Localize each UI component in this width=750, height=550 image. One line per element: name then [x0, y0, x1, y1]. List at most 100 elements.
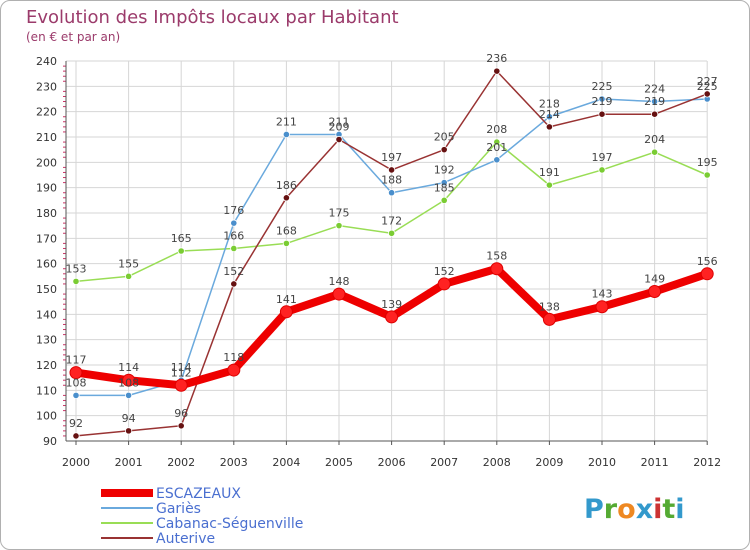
data-label: 138 — [539, 300, 560, 313]
data-point — [385, 310, 399, 324]
y-tick-label: 220 — [36, 106, 57, 119]
data-point — [598, 166, 606, 174]
data-label: 172 — [381, 214, 402, 227]
data-point — [335, 135, 343, 144]
x-tick-label: 2001 — [115, 456, 143, 469]
legend-item: Auterive — [101, 531, 215, 547]
data-label: 191 — [539, 166, 560, 179]
x-tick-label: 2007 — [430, 456, 458, 469]
data-point — [72, 391, 80, 399]
data-label: 188 — [381, 174, 402, 187]
data-label: 195 — [697, 156, 718, 169]
data-point — [177, 422, 185, 430]
data-label: 176 — [223, 204, 244, 217]
data-point — [72, 277, 80, 285]
data-point — [440, 146, 448, 154]
data-label: 96 — [174, 407, 188, 420]
data-point — [648, 285, 662, 299]
data-label: 211 — [329, 115, 350, 128]
data-label: 118 — [223, 351, 244, 364]
data-point — [440, 196, 448, 204]
data-point — [703, 171, 711, 179]
data-label: 175 — [329, 207, 350, 220]
data-label: 224 — [644, 83, 665, 96]
data-point — [437, 277, 451, 291]
data-point — [440, 179, 448, 187]
data-point — [703, 90, 711, 98]
data-label: 186 — [276, 179, 297, 192]
logo-letter: r — [604, 494, 618, 525]
data-label: 214 — [539, 108, 560, 121]
data-point — [282, 130, 290, 139]
data-point — [545, 123, 554, 131]
chart-title: Evolution des Impôts locaux par Habitant — [26, 7, 399, 28]
data-label: 92 — [69, 417, 83, 430]
x-tick-label: 2000 — [62, 456, 90, 469]
y-tick-label: 150 — [36, 283, 57, 296]
data-label: 117 — [66, 354, 87, 367]
data-point — [493, 156, 501, 164]
logo-letter: o — [617, 494, 636, 525]
x-tick-label: 2012 — [693, 456, 721, 469]
data-label: 112 — [171, 366, 192, 379]
data-label: 165 — [171, 232, 192, 245]
y-tick-label: 170 — [36, 232, 57, 245]
x-tick-label: 2006 — [378, 456, 406, 469]
data-label: 219 — [592, 95, 613, 108]
chart-subtitle: (en € et par an) — [26, 30, 120, 44]
data-point — [650, 97, 659, 106]
data-label: 141 — [276, 293, 297, 306]
data-label: 197 — [592, 151, 613, 164]
proxiti-logo: Proxiti — [584, 494, 685, 525]
data-point — [650, 148, 659, 156]
data-point — [490, 262, 504, 276]
data-point — [230, 219, 238, 227]
data-point — [227, 363, 241, 377]
data-label: 204 — [644, 133, 665, 146]
data-label: 225 — [697, 80, 718, 93]
data-label: 201 — [486, 141, 507, 154]
logo-letter: t — [662, 494, 675, 525]
data-label: 168 — [276, 224, 297, 237]
data-labels: 153 155 165 166 168 175 172 185 208 191 197 204 195 1… — [66, 52, 718, 430]
y-tick-label: 210 — [36, 131, 57, 144]
data-point — [387, 166, 396, 174]
data-label: 209 — [329, 121, 350, 134]
data-point — [650, 110, 659, 118]
y-tick-label: 240 — [36, 55, 57, 68]
y-tick-label: 160 — [36, 258, 57, 271]
logo-letter: i — [653, 494, 662, 525]
y-tick-label: 120 — [36, 359, 57, 372]
data-label: 139 — [381, 298, 402, 311]
x-tick-label: 2010 — [588, 456, 616, 469]
data-point — [174, 378, 188, 392]
x-tick-label: 2008 — [483, 456, 511, 469]
legend: ESCAZEAUXGarièsCabanac-SéguenvilleAuteri… — [101, 486, 303, 547]
logo-letter: P — [584, 494, 604, 525]
data-label: 208 — [486, 123, 507, 136]
y-tick-label: 90 — [43, 435, 57, 448]
x-tick-label: 2003 — [220, 456, 248, 469]
data-label: 108 — [66, 376, 87, 389]
legend-label: ESCAZEAUX — [156, 486, 241, 502]
x-tick-label: 2009 — [535, 456, 563, 469]
data-label: 148 — [329, 275, 350, 288]
data-point — [125, 391, 133, 399]
data-point — [125, 427, 133, 435]
data-point — [387, 229, 396, 237]
legend-item: ESCAZEAUX — [101, 486, 241, 502]
data-point — [595, 300, 609, 314]
data-label: 114 — [118, 361, 139, 374]
data-label: 94 — [122, 412, 136, 425]
data-point — [230, 244, 238, 253]
data-point — [335, 222, 343, 230]
data-point — [598, 95, 606, 103]
data-point — [125, 272, 133, 280]
data-label: 227 — [697, 75, 718, 88]
data-point — [545, 181, 554, 189]
data-label: 156 — [697, 255, 718, 268]
y-tick-label: 180 — [36, 207, 57, 220]
data-point — [282, 194, 290, 202]
x-tick-label: 2005 — [325, 456, 353, 469]
